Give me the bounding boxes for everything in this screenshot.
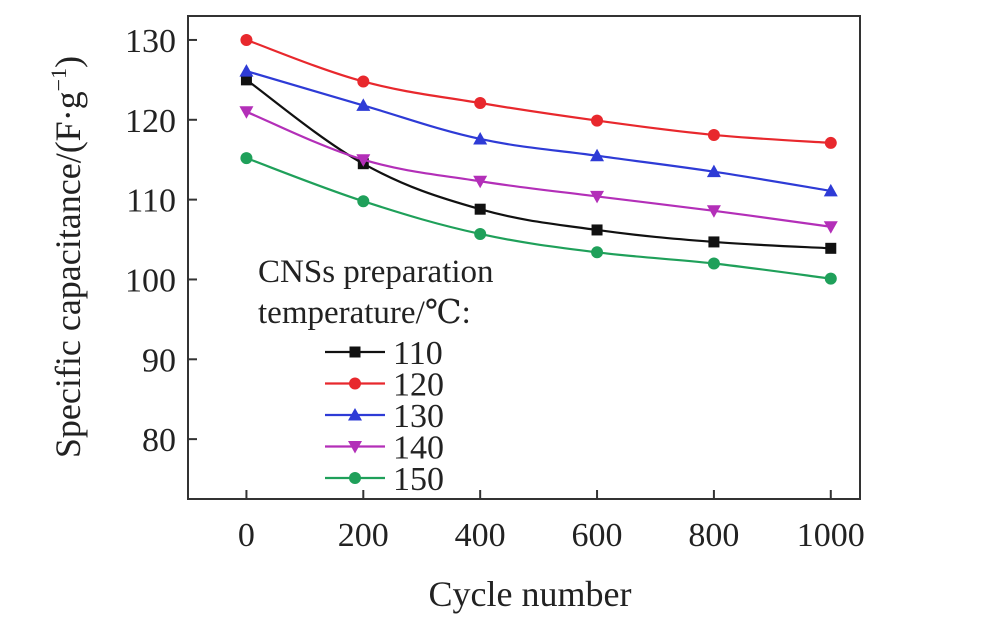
data-point-120 (357, 75, 370, 88)
legend-label: 130 (393, 398, 444, 435)
data-point-140 (590, 190, 605, 204)
x-tick-label: 1000 (797, 517, 865, 554)
data-point-140 (473, 175, 488, 189)
y-tick-label: 80 (142, 422, 176, 459)
legend-swatch-marker (349, 346, 361, 358)
x-tick-label: 0 (238, 517, 255, 554)
series-150 (240, 152, 837, 285)
legend-swatch-marker (348, 441, 362, 454)
series-130 (239, 64, 838, 197)
x-tick-label: 600 (572, 517, 623, 554)
legend-title-line1: CNSs preparation (258, 254, 494, 290)
x-tick-label: 400 (455, 517, 506, 554)
y-axis-title-close: ) (48, 56, 88, 68)
legend-item-140: 140 (325, 430, 444, 467)
data-point-110 (474, 203, 486, 215)
legend-item-130: 130 (325, 398, 444, 435)
data-point-150 (707, 257, 720, 270)
y-axis-title-main: Specific capacitance/(F·g (48, 91, 88, 458)
series-line-120 (246, 38, 831, 145)
x-tick-label: 800 (688, 517, 739, 554)
series-110 (240, 74, 837, 254)
legend-swatch-marker (349, 472, 361, 484)
legend-swatch-marker (349, 377, 361, 390)
data-point-130 (473, 131, 488, 145)
data-point-110 (708, 236, 720, 248)
data-point-120 (474, 97, 487, 110)
data-point-130 (239, 64, 254, 77)
x-tick-label: 200 (338, 517, 389, 554)
data-point-140 (706, 205, 721, 218)
y-axis: 80 90 100 110 120 130 (125, 23, 197, 459)
y-tick-label: 120 (125, 103, 176, 140)
plot-frame (187, 15, 861, 500)
series-line-110 (245, 78, 831, 250)
data-point-150 (240, 152, 253, 165)
legend-title-line2: temperature/℃: (258, 295, 471, 331)
data-point-140 (356, 154, 371, 167)
data-point-130 (356, 98, 371, 111)
series-line-130 (246, 70, 831, 192)
y-tick-label: 130 (125, 23, 176, 60)
legend-label: 140 (393, 430, 444, 467)
data-point-130 (823, 183, 838, 197)
series-line-140 (246, 110, 831, 228)
x-axis: 0 200 400 600 800 1000 (238, 490, 865, 554)
data-point-140 (823, 221, 838, 234)
legend-label: 150 (393, 461, 444, 498)
data-point-130 (706, 164, 721, 178)
data-point-150 (824, 272, 837, 285)
data-point-130 (590, 148, 605, 162)
y-tick-label: 110 (126, 183, 176, 220)
data-point-150 (591, 246, 604, 259)
data-point-110 (240, 74, 252, 86)
series-layer (239, 33, 838, 285)
legend-item-150: 150 (325, 461, 444, 498)
legend-swatch-marker (348, 408, 362, 421)
data-point-110 (825, 242, 837, 254)
data-point-110 (591, 224, 603, 236)
data-point-120 (824, 136, 837, 149)
data-point-150 (357, 195, 370, 208)
legend-label: 120 (393, 367, 444, 404)
series-140 (239, 106, 838, 234)
series-line-150 (246, 157, 831, 280)
x-axis-title: Cycle number (429, 574, 632, 614)
data-point-150 (474, 227, 487, 240)
data-point-120 (240, 33, 253, 46)
series-120 (240, 33, 837, 149)
data-point-120 (707, 128, 720, 141)
data-point-140 (239, 106, 254, 119)
data-point-120 (591, 114, 604, 127)
y-axis-title-superscript: −1 (46, 68, 71, 91)
legend-item-120: 120 (325, 367, 444, 404)
y-axis-title: Specific capacitance/(F·g−1) (46, 56, 88, 458)
y-tick-label: 100 (125, 262, 176, 299)
y-tick-label: 90 (142, 342, 176, 379)
legend-item-110: 110 (325, 335, 443, 372)
legend-label: 110 (393, 335, 443, 372)
legend: CNSs preparation temperature/℃: 11012013… (258, 254, 494, 498)
